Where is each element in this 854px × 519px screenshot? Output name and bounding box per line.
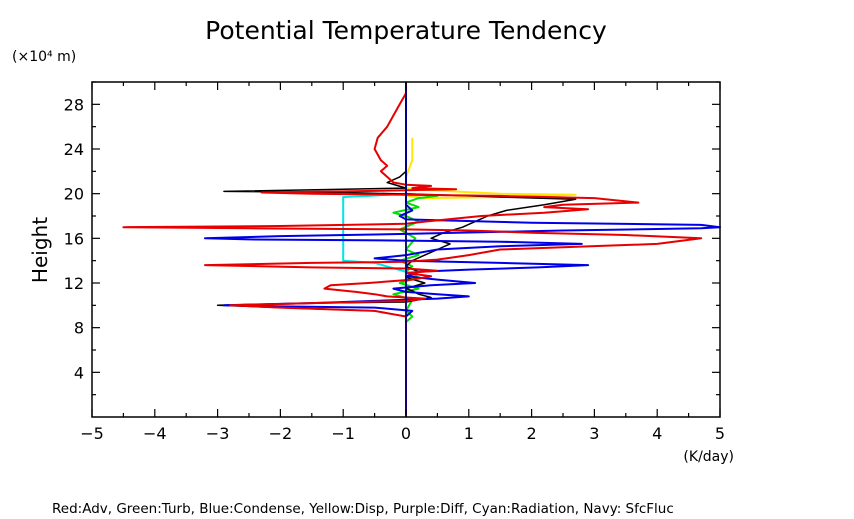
x-tick-label: 5	[715, 424, 725, 443]
legend-text: Red:Adv, Green:Turb, Blue:Condense, Yell…	[52, 501, 674, 517]
y-tick-label: 12	[64, 274, 84, 293]
x-tick-label: 4	[652, 424, 662, 443]
series-line-3	[216, 137, 577, 415]
x-axis-unit: (K/day)	[683, 449, 734, 465]
x-tick-label: −1	[331, 424, 355, 443]
y-axis-label: Height	[28, 217, 52, 283]
x-tick-label: 0	[401, 424, 411, 443]
series-line-4	[204, 82, 721, 415]
series-line-0	[342, 192, 407, 415]
y-tick-label: 28	[64, 95, 84, 114]
y-tick-label: 4	[74, 363, 84, 382]
x-tick-label: −3	[206, 424, 230, 443]
x-tick-label: 3	[589, 424, 599, 443]
x-tick-label: −4	[143, 424, 167, 443]
y-tick-label: 20	[64, 185, 84, 204]
series-line-5	[122, 83, 703, 415]
x-tick-label: −5	[80, 424, 104, 443]
x-tick-label: 1	[464, 424, 474, 443]
y-axis-unit: (×10⁴ m)	[12, 49, 76, 65]
y-tick-label: 16	[64, 229, 84, 248]
x-tick-label: 2	[527, 424, 537, 443]
y-tick-label: 24	[64, 140, 84, 159]
x-tick-label: −2	[269, 424, 293, 443]
y-tick-label: 8	[74, 319, 84, 338]
series-layer	[122, 82, 721, 417]
chart-title: Potential Temperature Tendency	[205, 16, 607, 45]
